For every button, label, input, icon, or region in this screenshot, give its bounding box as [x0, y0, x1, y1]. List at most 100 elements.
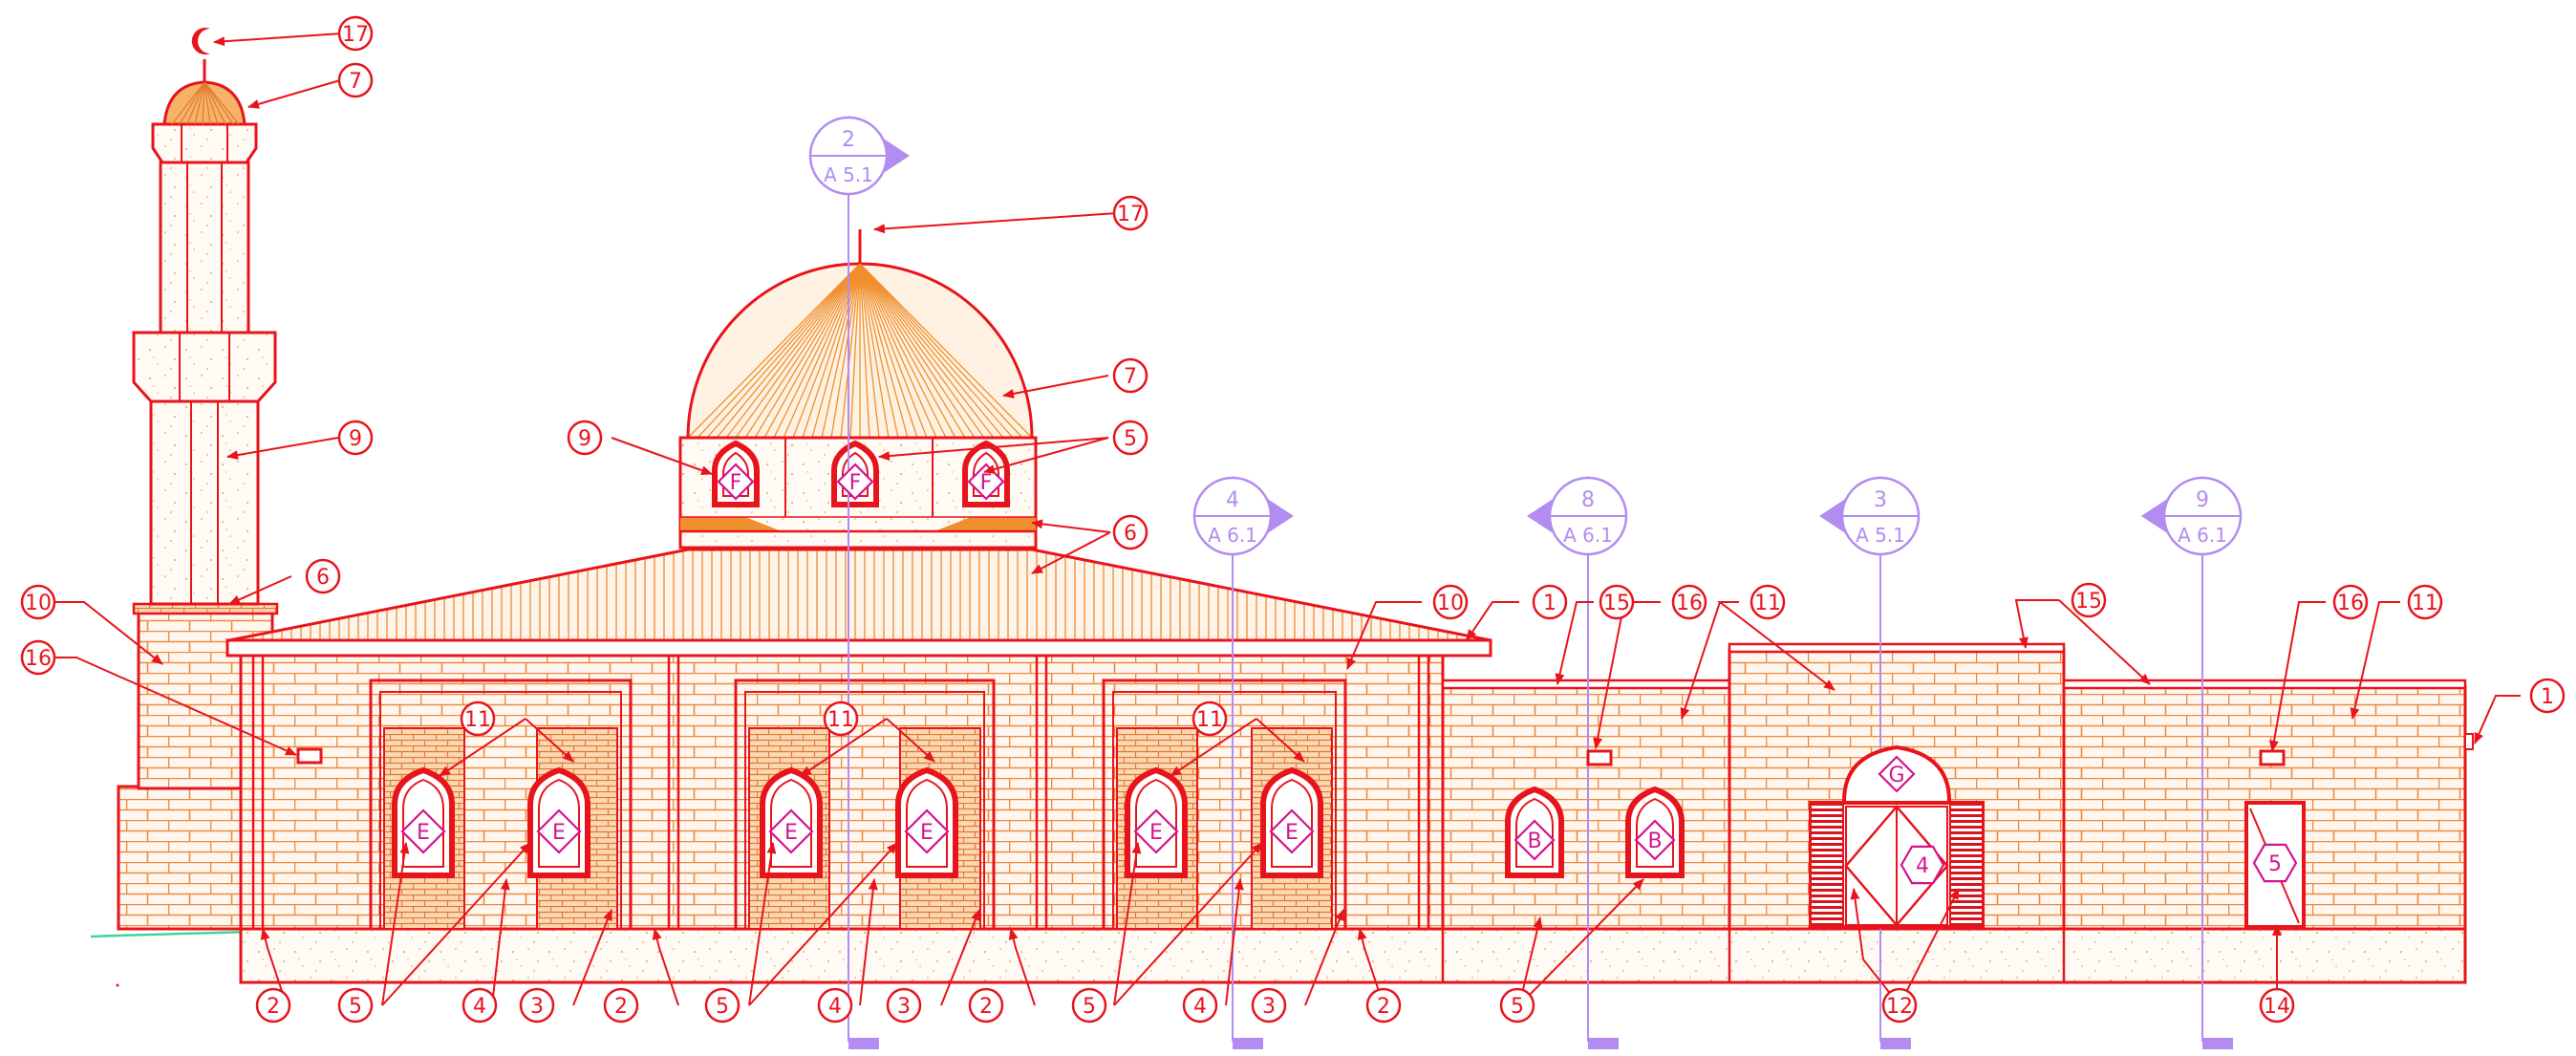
leader-line	[748, 842, 777, 1006]
callout-11: 11	[1191, 700, 1228, 737]
svg-text:3: 3	[1262, 995, 1276, 1019]
section-marker-3[interactable]: 3 A 5.1	[1819, 476, 1921, 1049]
svg-text:12: 12	[1886, 995, 1913, 1019]
svg-text:E: E	[1149, 821, 1163, 845]
leader-line	[2350, 601, 2400, 720]
callout-11: 11	[1750, 584, 1786, 620]
section-sheet: A 5.1	[1856, 524, 1905, 547]
callout-3: 3	[886, 987, 922, 1024]
window-tag-e: E	[768, 808, 814, 854]
window-tag-e: E	[536, 808, 582, 854]
svg-text:1: 1	[2541, 685, 2554, 709]
callout-1: 1	[2529, 678, 2565, 714]
minaret-shaft	[149, 399, 260, 606]
svg-text:15: 15	[2075, 590, 2102, 614]
callout-5: 5	[1499, 987, 1535, 1024]
svg-text:16: 16	[1676, 592, 1703, 615]
leader-line	[878, 437, 1109, 462]
section-marker-8[interactable]: 8 A 6.1	[1527, 476, 1628, 1049]
svg-text:11: 11	[1754, 592, 1781, 615]
callout-11: 11	[823, 700, 859, 737]
svg-text:E: E	[552, 821, 566, 845]
callout-10: 10	[1432, 584, 1469, 620]
leader-line	[1899, 888, 1960, 1006]
minaret-base-wide	[117, 785, 243, 931]
window-tag-b: B	[1513, 819, 1556, 861]
callout-10: 10	[20, 584, 56, 620]
leader-line	[1113, 842, 1263, 1006]
leader-line	[1357, 928, 1385, 1006]
svg-text:F: F	[849, 471, 862, 495]
svg-text:7: 7	[1124, 365, 1137, 389]
callout-7: 7	[337, 62, 374, 98]
leader-line	[2058, 599, 2151, 685]
section-sheet: A 6.1	[2178, 524, 2227, 547]
leader-line	[247, 79, 341, 109]
callout-4: 4	[462, 987, 498, 1024]
leader-line	[1466, 601, 1519, 641]
callout-17: 17	[1112, 195, 1148, 231]
svg-text:4: 4	[1193, 995, 1207, 1019]
leader-line	[1113, 842, 1142, 1006]
callout-16: 16	[2332, 584, 2369, 620]
callout-5: 5	[1071, 987, 1107, 1024]
svg-text:3: 3	[897, 995, 911, 1019]
svg-text:E: E	[920, 821, 934, 845]
svg-text:B: B	[1527, 830, 1541, 853]
section-number: 9	[2196, 488, 2209, 512]
section-marker-4[interactable]: 4 A 6.1	[1192, 476, 1294, 1049]
section-marker-2[interactable]: 2 A 5.1	[808, 116, 910, 1049]
leader-line	[439, 718, 526, 777]
callout-3: 3	[1251, 987, 1287, 1024]
svg-text:5: 5	[2268, 852, 2282, 876]
svg-text:6: 6	[1124, 522, 1137, 546]
leader-line	[1850, 888, 1900, 1006]
callout-11: 11	[460, 700, 496, 737]
leader-line	[800, 718, 888, 777]
callout-9: 9	[337, 420, 374, 456]
leader-line	[611, 437, 713, 475]
foundation-plinth	[239, 927, 2467, 984]
section-marker-9[interactable]: 9 A 6.1	[2141, 476, 2243, 1049]
leader-line	[1008, 928, 1036, 1006]
leader-line	[1225, 878, 1244, 1006]
svg-text:B: B	[1647, 830, 1662, 853]
window-tag-f: F	[717, 463, 755, 501]
svg-text:9: 9	[349, 427, 362, 451]
section-number: 8	[1581, 488, 1595, 512]
svg-text:10: 10	[25, 592, 52, 615]
svg-text:16: 16	[25, 647, 52, 671]
svg-text:4: 4	[473, 995, 486, 1019]
svg-text:11: 11	[2412, 592, 2438, 615]
callout-5: 5	[337, 987, 374, 1024]
callout-17: 17	[337, 15, 374, 52]
callout-14: 14	[2259, 987, 2295, 1024]
callout-3: 3	[519, 987, 555, 1024]
svg-text:5: 5	[1083, 995, 1096, 1019]
svg-text:11: 11	[1196, 708, 1223, 732]
door-tag-5: 5	[2252, 843, 2298, 883]
leader-line	[2269, 601, 2326, 752]
svg-text:17: 17	[342, 23, 369, 47]
svg-text:F: F	[980, 471, 993, 495]
callout-2: 2	[968, 987, 1004, 1024]
minaret-upper-balcony	[151, 122, 258, 164]
svg-text:E: E	[1285, 821, 1299, 845]
svg-text:4: 4	[828, 995, 842, 1019]
callout-15: 15	[1599, 584, 1635, 620]
vent-block	[296, 747, 323, 765]
leader-line	[859, 878, 878, 1006]
svg-text:F: F	[730, 471, 742, 495]
callout-6: 6	[1112, 514, 1148, 550]
leader-line	[226, 437, 339, 461]
svg-text:G: G	[1888, 764, 1904, 787]
leader-line	[2014, 599, 2059, 649]
callout-16: 16	[20, 639, 56, 676]
svg-text:6: 6	[316, 566, 330, 590]
svg-text:E: E	[784, 821, 798, 845]
leader-line	[1002, 375, 1109, 399]
leader-line	[652, 928, 679, 1006]
svg-text:2: 2	[267, 995, 280, 1019]
section-number: 4	[1226, 488, 1239, 512]
svg-text:14: 14	[2264, 995, 2290, 1019]
